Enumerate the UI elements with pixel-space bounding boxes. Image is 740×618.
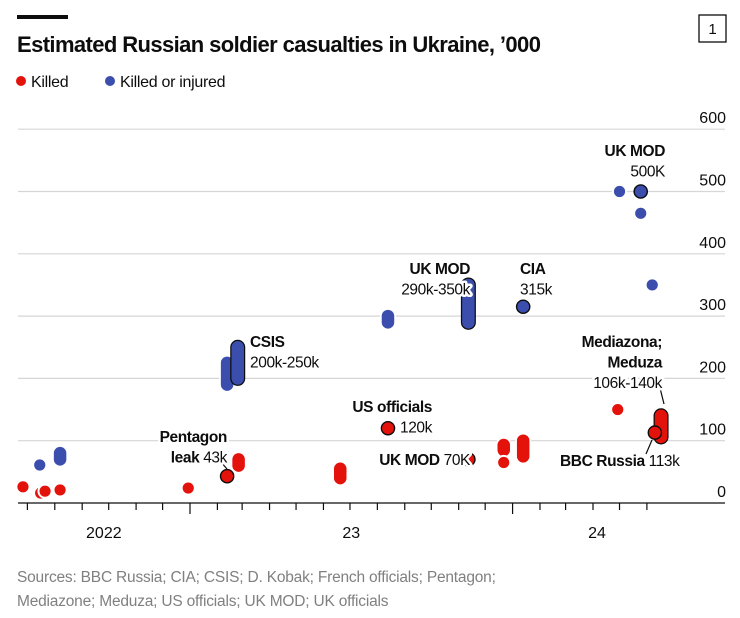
chart-number: 1 bbox=[708, 21, 716, 38]
legend-killed-or-injured-label: Killed or injured bbox=[120, 74, 225, 91]
chart-number-badge: 1 bbox=[698, 14, 727, 43]
annotation-line: 200k-250k bbox=[250, 355, 319, 372]
x-axis: 2022 23 24 bbox=[18, 502, 725, 542]
x-tick-label: 23 bbox=[342, 525, 360, 542]
annotation-source: UK MOD bbox=[379, 452, 440, 469]
annotation-line: 315k bbox=[520, 282, 553, 299]
annotation-line: 290k-350k bbox=[401, 282, 470, 299]
annotation-label: CIA 315k bbox=[518, 259, 556, 302]
data-point-killed bbox=[610, 401, 626, 418]
annotation-source: leak bbox=[171, 450, 200, 467]
annotation-value: 106k-140k bbox=[593, 375, 662, 392]
data-point-killed-or-injured bbox=[611, 183, 628, 200]
annotation-value: 315k bbox=[520, 282, 553, 299]
annotation-label: UK MOD 500K bbox=[602, 141, 669, 184]
annotation-source: CSIS bbox=[250, 334, 285, 351]
data-point-killed bbox=[15, 479, 31, 495]
data-point-killed bbox=[647, 425, 663, 440]
data-point-killed bbox=[219, 468, 235, 484]
y-tick-label: 500 bbox=[699, 173, 726, 190]
annotation-value: 113k bbox=[645, 453, 680, 470]
annotation-source: BBC Russia bbox=[560, 453, 645, 470]
leader-line bbox=[659, 387, 665, 405]
annotation-value: 200k-250k bbox=[250, 355, 319, 372]
annotation-label: US officials 120k bbox=[350, 397, 436, 440]
annotation-label: CSIS 200k-250k bbox=[248, 332, 323, 375]
annotation-label: BBC Russia 113k bbox=[558, 451, 684, 473]
sources-line-1: Sources: BBC Russia; CIA; CSIS; D. Kobak… bbox=[17, 569, 496, 586]
data-point-killed bbox=[37, 483, 53, 499]
annotation-line: 120k bbox=[400, 420, 433, 437]
data-point-killed bbox=[496, 454, 512, 471]
annotation-source: Mediazona; bbox=[582, 334, 662, 351]
annotation-line: leak 43k bbox=[171, 450, 228, 467]
annotation-source: Meduza bbox=[608, 355, 663, 372]
y-tick-label: 400 bbox=[699, 235, 726, 252]
leader-line bbox=[645, 439, 653, 455]
annotation-line: BBC Russia 113k bbox=[560, 453, 680, 470]
annotation-label: UK MOD 290k-350k bbox=[399, 259, 474, 302]
annotation-line: CIA bbox=[520, 261, 546, 278]
annotation-source: Pentagon bbox=[160, 429, 227, 446]
annotation-label: Pentagon leak 43k bbox=[157, 427, 230, 470]
annotation-source: US officials bbox=[352, 399, 432, 416]
legend-killed-or-injured-marker bbox=[105, 76, 115, 86]
data-point-killed-or-injured bbox=[32, 457, 48, 473]
y-axis: 0 100 200 300 400 500 600 bbox=[699, 110, 726, 501]
data-marks bbox=[15, 183, 669, 501]
y-tick-label: 200 bbox=[699, 359, 726, 376]
annotations: Pentagon leak 43k CSIS 200k-250k US official… bbox=[157, 141, 684, 473]
annotation-value: 43k bbox=[199, 450, 227, 467]
annotation-line: Pentagon bbox=[160, 429, 227, 446]
data-point-killed bbox=[461, 452, 476, 467]
annotation-source: UK MOD bbox=[410, 261, 471, 278]
data-point-killed bbox=[380, 420, 396, 436]
annotation-line: UK MOD bbox=[410, 261, 471, 278]
sources-line-2: Mediazone; Meduza; US officials; UK MOD;… bbox=[17, 593, 389, 610]
annotation-line: CSIS bbox=[250, 334, 285, 351]
data-point-killed bbox=[52, 482, 68, 498]
legend: Killed Killed or injured bbox=[16, 74, 225, 91]
y-tick-label: 600 bbox=[699, 110, 726, 127]
y-tick-label: 100 bbox=[699, 422, 726, 439]
annotation-line: US officials bbox=[352, 399, 432, 416]
x-tick-label: 2022 bbox=[86, 525, 122, 542]
annotation-line: UK MOD 70K bbox=[379, 452, 471, 469]
leader-line bbox=[220, 461, 228, 470]
annotation-line: Meduza bbox=[608, 355, 663, 372]
data-point-killed-or-injured bbox=[633, 205, 649, 221]
data-point-killed-or-injured bbox=[644, 277, 660, 293]
annotation-source: CIA bbox=[520, 261, 546, 278]
annotation-line: 500K bbox=[630, 164, 666, 181]
annotation-value: 120k bbox=[400, 420, 433, 437]
y-tick-label: 300 bbox=[699, 297, 726, 314]
annotation-line: Mediazona; bbox=[582, 334, 662, 351]
header-rule bbox=[17, 15, 68, 19]
annotation-source: UK MOD bbox=[605, 143, 666, 160]
annotation-value: 500K bbox=[630, 164, 666, 181]
legend-killed-label: Killed bbox=[31, 74, 68, 91]
annotation-value: 70K bbox=[440, 452, 471, 469]
chart-title: Estimated Russian soldier casualties in … bbox=[17, 32, 541, 57]
gridlines bbox=[18, 128, 725, 442]
y-tick-label: 0 bbox=[717, 484, 726, 501]
annotation-value: 290k-350k bbox=[401, 282, 470, 299]
data-point-killed bbox=[180, 480, 196, 496]
data-point-killed-or-injured bbox=[515, 299, 531, 315]
annotation-label: UK MOD 70K bbox=[377, 450, 474, 472]
annotation-line: 106k-140k bbox=[593, 375, 662, 392]
x-tick-label: 24 bbox=[588, 525, 606, 542]
legend-killed-marker bbox=[16, 76, 26, 86]
data-point-killed-or-injured bbox=[633, 184, 649, 199]
annotation-line: UK MOD bbox=[605, 143, 666, 160]
annotation-label: Mediazona; Meduza 106k-140k bbox=[579, 332, 666, 395]
